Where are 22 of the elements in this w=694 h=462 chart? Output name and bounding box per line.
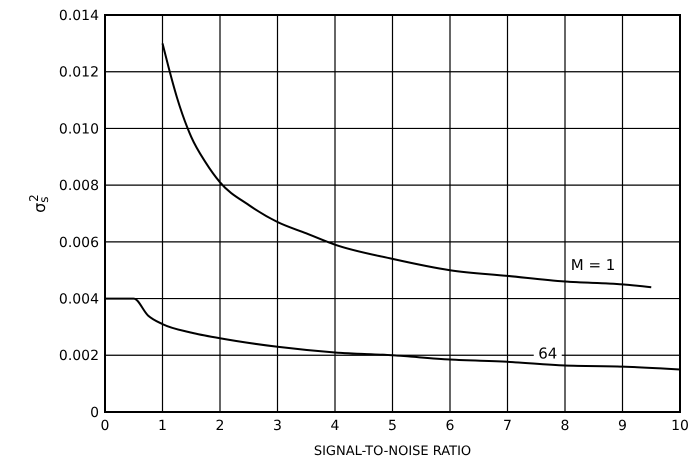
y-tick-label: 0.014 — [58, 8, 100, 24]
y-tick-label: 0.010 — [58, 121, 99, 138]
series-label: 64 — [538, 344, 558, 362]
x-tick-label: 4 — [330, 418, 340, 434]
x-tick-label: 1 — [158, 418, 167, 434]
y-tick-label: 0.012 — [58, 64, 99, 81]
x-tick-label: 2 — [216, 418, 224, 434]
x-tick-label: 7 — [503, 418, 512, 434]
series-label: M = 1 — [570, 256, 616, 274]
x-tick-label: 0 — [100, 418, 110, 434]
y-tick-label: 0 — [90, 404, 99, 421]
x-tick-label: 8 — [560, 418, 570, 434]
x-tick-label: 5 — [388, 418, 397, 434]
x-axis-title: SIGNAL-TO-NOISE RATIO — [314, 444, 472, 459]
y-tick-label: 0.002 — [58, 348, 99, 364]
y-tick-label: 0.006 — [58, 234, 100, 251]
x-tick-label: 3 — [273, 418, 282, 434]
y-tick-label: 0.008 — [58, 178, 99, 194]
y-tick-label: 0.004 — [58, 291, 100, 308]
x-tick-label: 6 — [446, 418, 455, 434]
x-tick-label: 9 — [618, 418, 627, 434]
x-tick-label: 10 — [671, 418, 689, 434]
